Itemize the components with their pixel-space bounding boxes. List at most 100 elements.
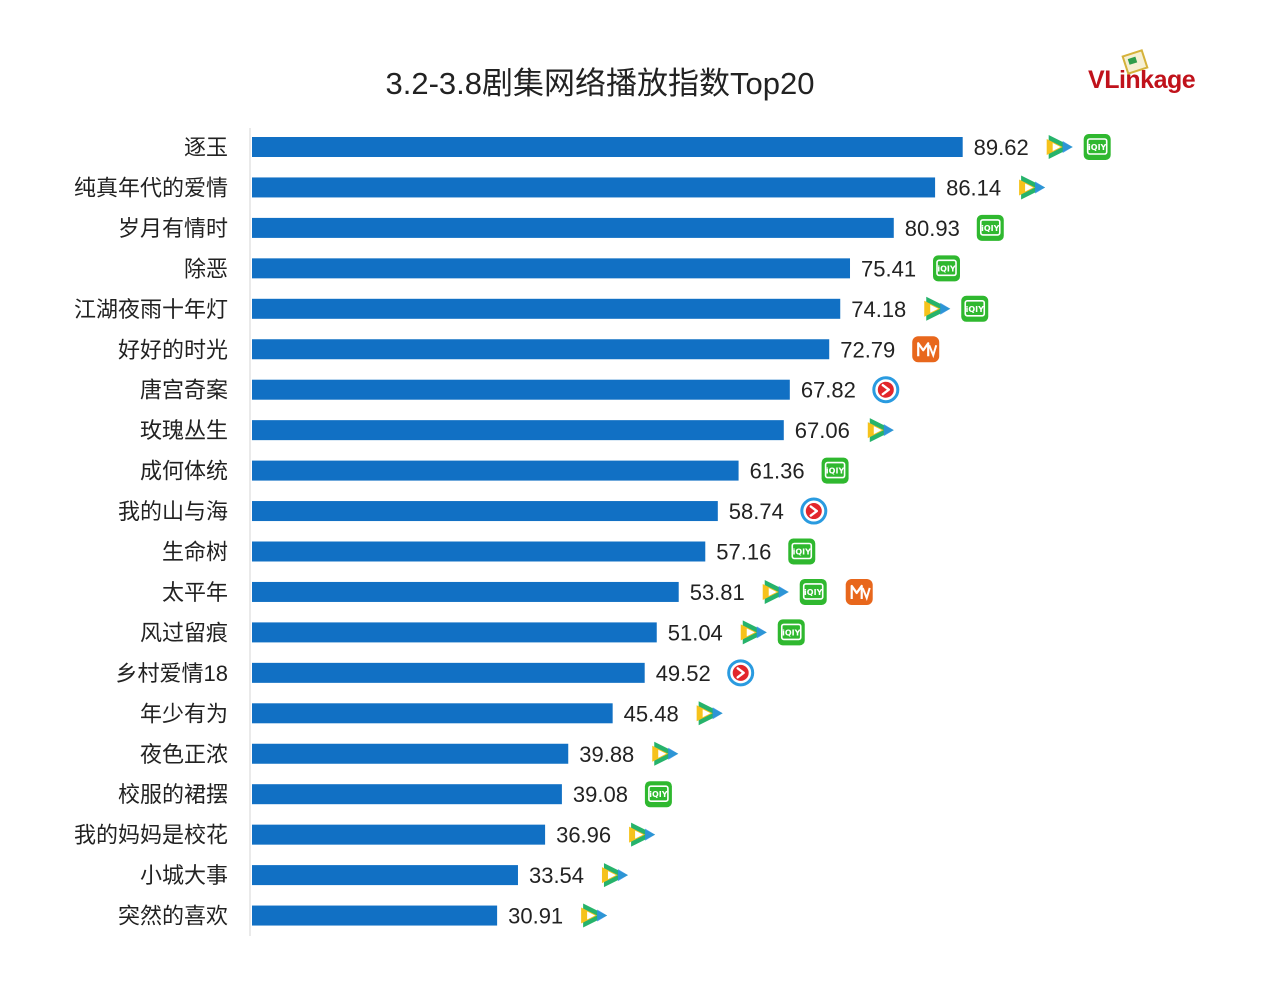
bar <box>252 581 679 602</box>
iqiyi-icon-label: iQIY <box>826 467 845 476</box>
tencent-video-icon <box>1046 135 1073 159</box>
value-label: 33.54 <box>529 863 584 888</box>
category-label: 纯真年代的爱情 <box>74 175 228 200</box>
category-label: 逐玉 <box>184 135 228 160</box>
iqiyi-icon: iQIY <box>961 295 989 322</box>
bar <box>252 703 613 724</box>
value-label: 61.36 <box>750 459 805 484</box>
tencent-video-icon <box>867 418 894 443</box>
tencent-video-icon <box>924 296 951 321</box>
iqiyi-icon: iQIY <box>799 578 827 605</box>
chart-title: 3.2-3.8剧集网络播放指数Top20 <box>385 66 815 101</box>
category-label: 校服的裙摆 <box>118 782 228 807</box>
category-label: 生命树 <box>162 540 228 565</box>
value-label: 58.74 <box>729 499 784 524</box>
category-label: 夜色正浓 <box>140 742 228 767</box>
bar <box>252 743 569 764</box>
bars-layer: 逐玉 89.62 iQIY 纯真年代的爱情 86.14 岁月有情时 80.93 iQIY 除恶 7… <box>74 134 1111 929</box>
value-label: 80.93 <box>905 216 960 241</box>
bar <box>252 501 718 522</box>
tencent-video-icon <box>629 822 656 847</box>
bar <box>252 460 739 481</box>
iqiyi-icon: iQIY <box>777 619 805 646</box>
mgtv-icon <box>912 336 940 363</box>
value-label: 45.48 <box>624 701 679 726</box>
bar <box>252 541 706 562</box>
category-label: 江湖夜雨十年灯 <box>74 297 228 322</box>
iqiyi-icon: iQIY <box>644 781 672 808</box>
bar <box>252 824 546 845</box>
category-label: 小城大事 <box>140 863 228 888</box>
tencent-video-icon <box>740 620 767 645</box>
value-label: 51.04 <box>668 620 723 645</box>
iqiyi-icon-label: iQIY <box>793 548 812 557</box>
iqiyi-icon-label: iQIY <box>966 305 985 314</box>
iqiyi-icon-label: iQIY <box>937 264 956 273</box>
bar <box>252 905 498 926</box>
category-label: 年少有为 <box>140 701 228 726</box>
tencent-video-icon <box>1019 175 1046 200</box>
iqiyi-icon-label: iQIY <box>981 224 1000 233</box>
category-label: 太平年 <box>162 580 228 605</box>
value-label: 39.88 <box>579 742 634 767</box>
iqiyi-icon-label: iQIY <box>804 588 823 597</box>
iqiyi-icon: iQIY <box>788 538 816 565</box>
iqiyi-icon-label: iQIY <box>649 790 668 799</box>
tencent-video-icon <box>601 863 628 888</box>
bar <box>252 258 851 279</box>
category-label: 乡村爱情18 <box>116 661 228 686</box>
category-label: 岁月有情时 <box>118 216 228 241</box>
value-label: 57.16 <box>716 540 771 565</box>
youku-icon <box>800 497 828 525</box>
vlinkage-logo: VLinkage <box>1086 49 1210 98</box>
value-label: 39.08 <box>573 782 628 807</box>
category-label: 唐宫奇案 <box>140 378 228 403</box>
logo-text-rest: Linkage <box>1104 66 1196 94</box>
value-label: 75.41 <box>861 256 916 281</box>
iqiyi-icon: iQIY <box>976 214 1004 241</box>
iqiyi-icon: iQIY <box>821 457 849 484</box>
bar <box>252 137 963 157</box>
mgtv-icon <box>845 578 873 605</box>
bar <box>252 662 645 683</box>
tencent-video-icon <box>581 903 608 928</box>
category-label: 成何体统 <box>140 459 228 484</box>
category-label: 我的山与海 <box>118 499 228 524</box>
value-label: 67.06 <box>795 418 850 443</box>
tencent-video-icon <box>762 579 789 604</box>
value-label: 49.52 <box>656 661 711 686</box>
value-label: 86.14 <box>946 175 1001 200</box>
bar <box>252 339 830 360</box>
iqiyi-icon-label: iQIY <box>782 628 801 637</box>
youku-icon <box>872 376 900 404</box>
category-label: 除恶 <box>184 256 228 281</box>
value-label: 30.91 <box>508 904 563 929</box>
bar <box>252 622 657 643</box>
logo-text: VLinkage <box>1088 66 1196 95</box>
bar <box>252 298 841 319</box>
tencent-video-icon <box>696 701 723 726</box>
category-label: 我的妈妈是校花 <box>74 823 228 848</box>
value-label: 67.82 <box>801 378 856 403</box>
category-label: 好好的时光 <box>118 337 228 362</box>
iqiyi-icon-label: iQIY <box>1088 143 1107 152</box>
bar <box>252 865 518 886</box>
category-label: 玫瑰丛生 <box>140 418 228 443</box>
bar <box>252 420 784 441</box>
value-label: 72.79 <box>840 337 895 362</box>
iqiyi-icon: iQIY <box>933 255 961 282</box>
logo-text-v: V <box>1088 66 1105 94</box>
bar <box>252 217 894 238</box>
tencent-video-icon <box>652 741 679 766</box>
youku-icon <box>727 659 755 687</box>
bar <box>252 784 562 805</box>
value-label: 89.62 <box>974 135 1029 160</box>
category-label: 风过留痕 <box>140 620 228 645</box>
bar <box>252 177 936 198</box>
category-label: 突然的喜欢 <box>118 904 228 929</box>
bar <box>252 379 790 400</box>
value-label: 36.96 <box>556 823 611 848</box>
iqiyi-icon: iQIY <box>1083 134 1111 160</box>
value-label: 74.18 <box>851 297 906 322</box>
